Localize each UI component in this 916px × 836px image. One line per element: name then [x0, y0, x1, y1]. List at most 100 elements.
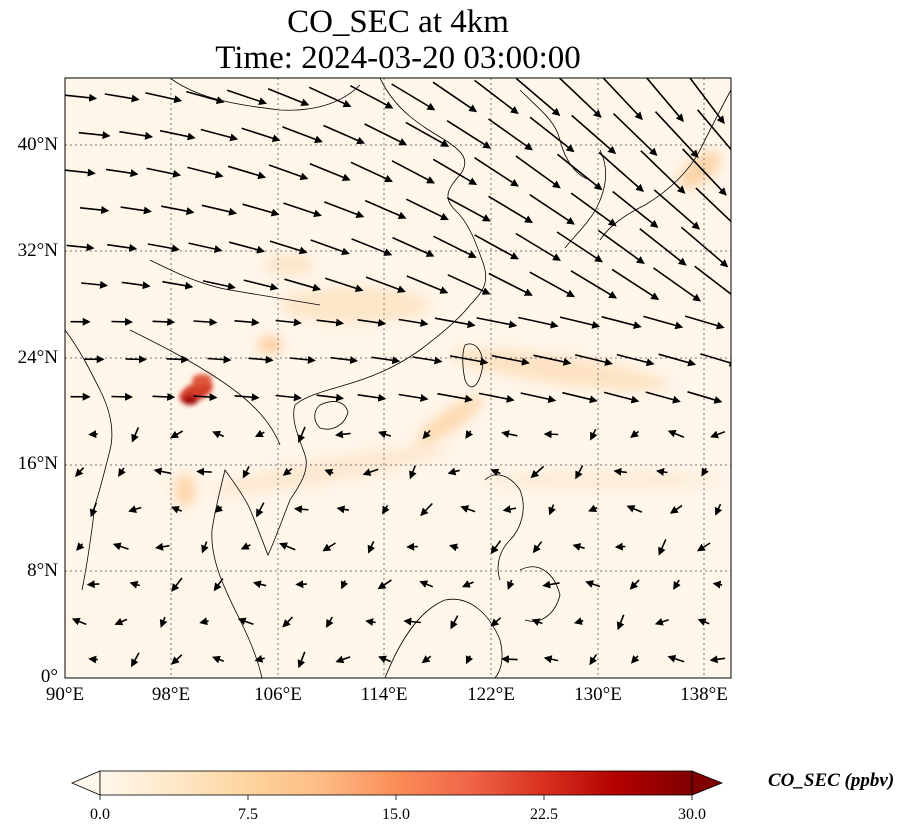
wind-arrow: [207, 355, 232, 364]
wind-arrow: [639, 228, 687, 266]
wind-arrow: [111, 317, 133, 326]
wind-arrow: [529, 194, 575, 225]
wind-arrow: [202, 280, 236, 291]
wind-arrow: [193, 318, 218, 327]
wind-arrow: [171, 654, 183, 665]
wind-arrow: [520, 392, 557, 404]
map-frame: [64, 77, 732, 679]
wind-arrow: [614, 542, 626, 551]
wind-arrow: [146, 167, 182, 178]
wind-arrow: [696, 542, 711, 552]
wind-arrow: [645, 391, 681, 404]
wind-arrow: [335, 430, 351, 439]
wind-arrow: [349, 84, 394, 109]
wind-arrow: [562, 391, 598, 404]
wind-arrow: [112, 542, 129, 551]
wind-arrow: [710, 430, 726, 439]
wind-arrow: [125, 355, 147, 364]
wind-arrow: [364, 199, 407, 220]
wind-arrow: [575, 465, 584, 480]
wind-arrow: [391, 160, 436, 184]
lat-tick-label: 40°N: [17, 134, 58, 155]
wind-arrow: [474, 79, 519, 115]
wind-arrow: [240, 542, 251, 550]
wind-arrow: [201, 204, 238, 216]
wind-arrow: [212, 655, 225, 664]
wind-arrow: [131, 427, 140, 443]
wind-arrow: [76, 542, 85, 551]
wind-arrow: [248, 355, 274, 364]
wind-arrow: [518, 316, 559, 329]
wind-arrow: [515, 78, 561, 117]
wind-arrow: [252, 580, 267, 589]
wind-arrow: [658, 353, 697, 367]
wind-arrow: [490, 468, 501, 477]
wind-arrow: [412, 356, 443, 365]
wind-arrow: [532, 541, 543, 554]
wind-arrow: [188, 242, 223, 253]
wind-arrow: [488, 118, 533, 151]
wind-arrow: [161, 205, 195, 216]
wind-arrow: [434, 317, 476, 329]
wind-arrow: [700, 353, 731, 367]
wind-arrow: [335, 655, 351, 664]
wind-arrow: [597, 229, 645, 265]
wind-arrow: [155, 542, 170, 551]
wind-arrow: [324, 277, 364, 293]
wind-arrow: [199, 617, 209, 626]
wind-arrow: [213, 578, 224, 592]
colorbar-gradient: [99, 770, 693, 796]
colorbar: [70, 770, 724, 800]
wind-arrow: [476, 317, 518, 329]
wind-arrow: [543, 430, 559, 439]
colorbar-min-extend: [70, 770, 101, 796]
wind-arrow: [559, 316, 601, 329]
wind-arrow: [689, 78, 725, 125]
wind-arrow: [478, 392, 515, 403]
wind-arrow: [88, 655, 98, 664]
wind-arrow: [589, 654, 598, 666]
wind-arrow: [324, 468, 334, 477]
wind-arrow: [367, 540, 376, 554]
wind-arrow: [488, 272, 533, 296]
wind-arrow: [66, 243, 95, 252]
wind-arrow: [613, 467, 627, 476]
wind-arrow: [570, 270, 618, 299]
wind-arrow: [227, 165, 267, 180]
colorbar-tick-label: 15.0: [382, 806, 410, 823]
wind-arrow: [515, 232, 561, 261]
wind-arrow: [362, 468, 379, 476]
wind-arrow: [378, 655, 392, 664]
wind-arrow: [653, 189, 701, 230]
wind-vectors: [65, 78, 731, 669]
wind-arrow: [488, 195, 533, 224]
map-title: CO_SEC at 4km: [287, 4, 509, 40]
wind-arrow: [256, 502, 265, 518]
colorbar-tick-label: 30.0: [678, 806, 706, 823]
wind-arrow: [340, 580, 349, 590]
colorbar-tick-label: 0.0: [90, 806, 110, 823]
wind-arrow: [446, 197, 491, 222]
wind-arrow: [308, 86, 352, 108]
wind-arrow: [336, 505, 350, 514]
wind-arrow: [575, 354, 613, 366]
colorbar-tick-label: 7.5: [238, 806, 258, 823]
lat-tick-label: 8°N: [27, 560, 58, 581]
wind-arrow: [282, 467, 293, 476]
wind-arrow: [590, 428, 598, 441]
wind-arrow: [421, 655, 432, 664]
wind-arrow: [170, 506, 182, 514]
wind-arrow: [405, 121, 450, 147]
wind-arrow: [114, 617, 128, 626]
wind-arrow: [603, 391, 640, 404]
wind-arrow: [293, 505, 309, 514]
wind-arrow: [377, 579, 392, 590]
wind-arrow: [79, 206, 110, 215]
wind-arrow: [669, 504, 683, 514]
wind-arrow: [324, 201, 365, 219]
wind-arrow: [357, 393, 387, 402]
wind-arrow: [611, 268, 660, 300]
wind-arrow: [364, 123, 408, 146]
wind-arrow: [325, 616, 334, 628]
wind-arrow: [104, 93, 140, 103]
